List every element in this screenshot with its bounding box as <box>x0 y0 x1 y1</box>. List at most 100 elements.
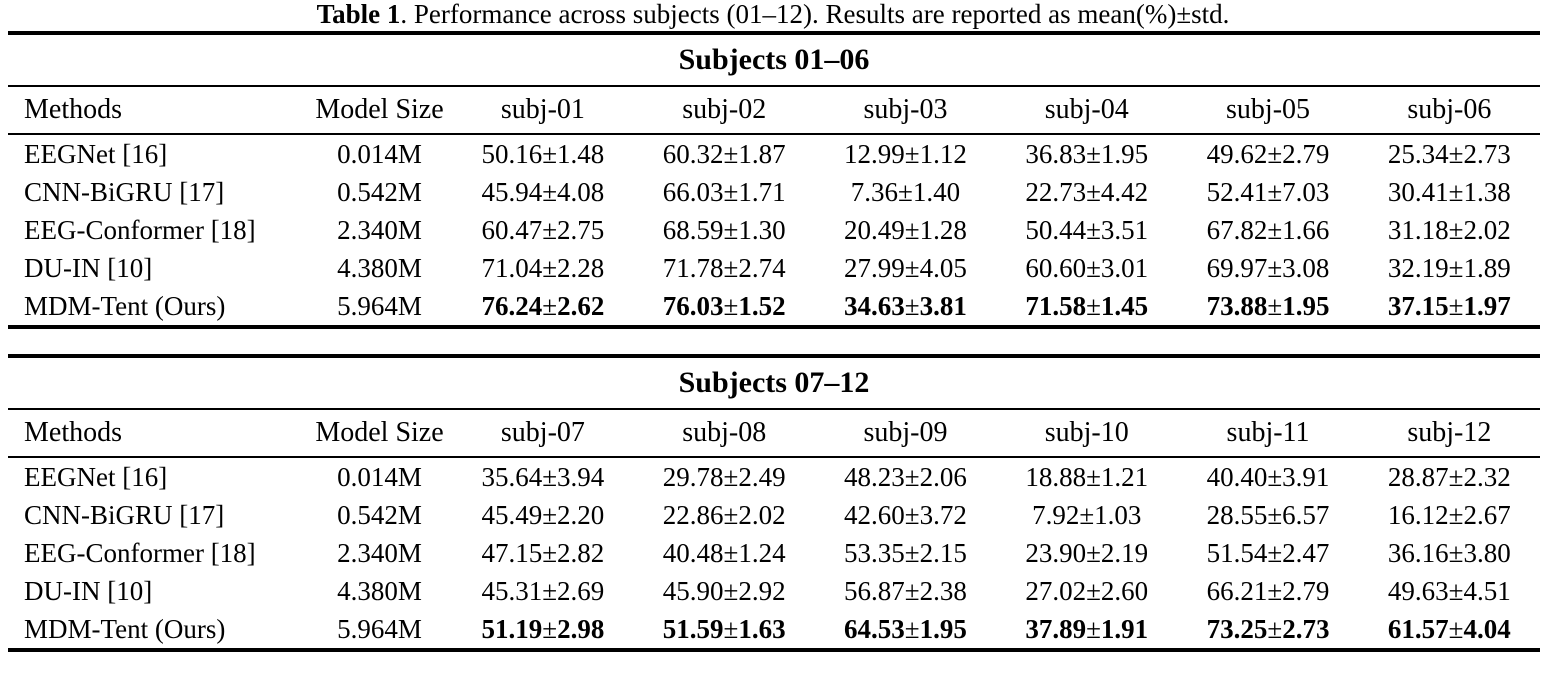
column-header-model-size: Model Size <box>306 409 453 458</box>
value-cell: 51.59±1.63 <box>662 613 786 644</box>
section-title: Subjects 01–06 <box>8 33 1540 87</box>
value-cell: 12.99±1.12 <box>844 138 967 169</box>
method-cell: CNN-BiGRU [17] <box>24 499 225 530</box>
value-cell: 22.73±4.42 <box>1025 176 1149 207</box>
model-size-cell: 0.542M <box>337 176 422 207</box>
value-cell: 76.03±1.52 <box>662 290 786 321</box>
section-header-row: Subjects 07–12 <box>8 356 1540 410</box>
model-size-cell: 0.014M <box>337 461 422 492</box>
value-cell: 61.57±4.04 <box>1387 613 1511 644</box>
value-cell: 71.04±2.28 <box>481 252 605 283</box>
method-cell: CNN-BiGRU [17] <box>24 176 225 207</box>
value-cell: 16.12±2.67 <box>1387 499 1511 530</box>
value-cell: 56.87±2.38 <box>844 575 967 606</box>
value-cell: 47.15±2.82 <box>481 537 605 568</box>
model-size-cell: 2.340M <box>337 214 422 245</box>
value-cell: 60.32±1.87 <box>662 138 786 169</box>
table-row: DU-IN [10] 4.380M 71.04±2.28 71.78±2.74 27.9… <box>8 249 1540 287</box>
table-caption: Table 1. Performance across subjects (01… <box>0 0 1546 29</box>
value-cell: 35.64±3.94 <box>481 461 605 492</box>
value-cell: 18.88±1.21 <box>1025 461 1149 492</box>
value-cell: 27.02±2.60 <box>1025 575 1149 606</box>
value-cell: 37.89±1.91 <box>1025 613 1149 644</box>
value-cell: 40.40±3.91 <box>1206 461 1330 492</box>
value-cell: 48.23±2.06 <box>844 461 967 492</box>
value-cell: 73.25±2.73 <box>1206 613 1330 644</box>
column-header-subj-05: subj-05 <box>1177 86 1359 135</box>
value-cell: 20.49±1.28 <box>844 214 967 245</box>
value-cell: 51.54±2.47 <box>1206 537 1330 568</box>
value-cell: 28.87±2.32 <box>1387 461 1511 492</box>
results-table-2: Subjects 07–12 Methods Model Size subj-07 su… <box>8 354 1540 652</box>
column-header-subj-01: subj-01 <box>452 86 634 135</box>
model-size-cell: 4.380M <box>337 252 422 283</box>
value-cell: 73.88±1.95 <box>1206 290 1330 321</box>
column-header-model-size: Model Size <box>306 86 453 135</box>
column-header-subj-12: subj-12 <box>1358 409 1540 458</box>
caption-label: Table 1 <box>316 0 401 29</box>
value-cell: 49.63±4.51 <box>1387 575 1511 606</box>
method-cell: EEGNet [16] <box>24 461 168 492</box>
value-cell: 49.62±2.79 <box>1206 138 1330 169</box>
model-size-cell: 4.380M <box>337 575 422 606</box>
value-cell: 7.36±1.40 <box>850 176 961 207</box>
method-cell: EEG-Conformer [18] <box>24 537 256 568</box>
value-cell: 42.60±3.72 <box>844 499 967 530</box>
section-title: Subjects 07–12 <box>8 356 1540 410</box>
value-cell: 71.58±1.45 <box>1025 290 1149 321</box>
column-header-subj-08: subj-08 <box>633 409 815 458</box>
column-header-methods: Methods <box>8 409 307 458</box>
caption-text: . Performance across subjects (01–12). R… <box>400 0 1230 29</box>
column-header-row: Methods Model Size subj-01 subj-02 subj-03 su… <box>8 86 1540 135</box>
column-header-row: Methods Model Size subj-07 subj-08 subj-09 su… <box>8 409 1540 458</box>
table-row: MDM-Tent (Ours) 5.964M 51.19±2.98 51.59±1.6… <box>8 610 1540 650</box>
column-header-subj-07: subj-07 <box>452 409 634 458</box>
method-cell: DU-IN [10] <box>24 575 153 606</box>
table-row: EEGNet [16] 0.014M 35.64±3.94 29.78±2.49 48.… <box>8 457 1540 496</box>
method-cell: EEG-Conformer [18] <box>24 214 256 245</box>
model-size-cell: 5.964M <box>337 613 422 644</box>
value-cell: 60.47±2.75 <box>481 214 605 245</box>
value-cell: 34.63±3.81 <box>844 290 967 321</box>
column-header-subj-03: subj-03 <box>814 86 997 135</box>
value-cell: 7.92±1.03 <box>1032 499 1142 530</box>
value-cell: 45.31±2.69 <box>481 575 605 606</box>
value-cell: 66.03±1.71 <box>662 176 786 207</box>
value-cell: 37.15±1.97 <box>1387 290 1511 321</box>
method-cell: MDM-Tent (Ours) <box>24 613 226 644</box>
table-row: EEG-Conformer [18] 2.340M 47.15±2.82 40.48±… <box>8 534 1540 572</box>
table-row: EEGNet [16] 0.014M 50.16±1.48 60.32±1.87 12.… <box>8 134 1540 173</box>
column-header-subj-11: subj-11 <box>1177 409 1359 458</box>
value-cell: 32.19±1.89 <box>1387 252 1511 283</box>
value-cell: 60.60±3.01 <box>1025 252 1149 283</box>
results-table-1: Subjects 01–06 Methods Model Size subj-01 su… <box>8 31 1540 329</box>
value-cell: 50.16±1.48 <box>481 138 605 169</box>
column-header-subj-04: subj-04 <box>996 86 1178 135</box>
tables-area: Subjects 01–06 Methods Model Size subj-01 su… <box>8 31 1540 652</box>
method-cell: DU-IN [10] <box>24 252 153 283</box>
value-cell: 68.59±1.30 <box>662 214 786 245</box>
value-cell: 76.24±2.62 <box>481 290 605 321</box>
table-row: DU-IN [10] 4.380M 45.31±2.69 45.90±2.92 56.8… <box>8 572 1540 610</box>
column-header-methods: Methods <box>8 86 307 135</box>
column-header-subj-10: subj-10 <box>996 409 1178 458</box>
value-cell: 53.35±2.15 <box>844 537 967 568</box>
value-cell: 71.78±2.74 <box>662 252 786 283</box>
model-size-cell: 0.014M <box>337 138 422 169</box>
method-cell: MDM-Tent (Ours) <box>24 290 226 321</box>
value-cell: 69.97±3.08 <box>1206 252 1330 283</box>
table-row: CNN-BiGRU [17] 0.542M 45.94±4.08 66.03±1.71… <box>8 173 1540 211</box>
value-cell: 52.41±7.03 <box>1206 176 1330 207</box>
value-cell: 36.16±3.80 <box>1387 537 1511 568</box>
value-cell: 40.48±1.24 <box>662 537 786 568</box>
model-size-cell: 5.964M <box>337 290 422 321</box>
column-header-subj-02: subj-02 <box>633 86 815 135</box>
value-cell: 28.55±6.57 <box>1206 499 1330 530</box>
value-cell: 64.53±1.95 <box>844 613 967 644</box>
value-cell: 66.21±2.79 <box>1206 575 1330 606</box>
value-cell: 67.82±1.66 <box>1206 214 1330 245</box>
value-cell: 22.86±2.02 <box>662 499 786 530</box>
method-cell: EEGNet [16] <box>24 138 168 169</box>
column-header-subj-06: subj-06 <box>1358 86 1540 135</box>
